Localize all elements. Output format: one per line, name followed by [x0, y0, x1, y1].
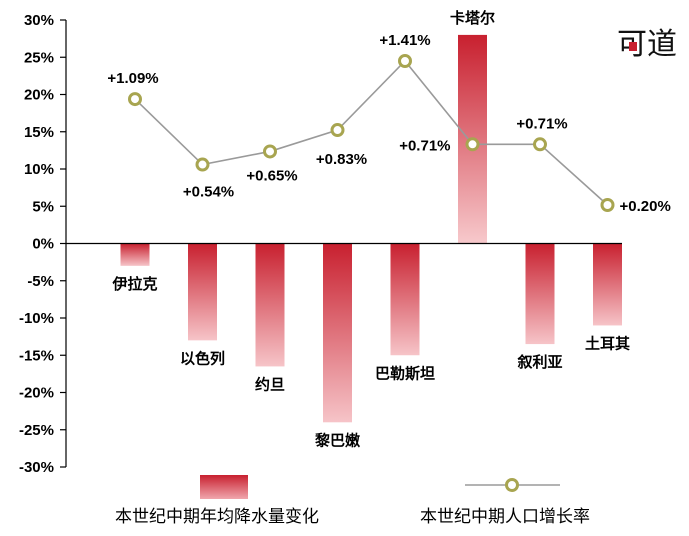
category-label: 以色列 — [180, 349, 225, 367]
y-tick-label: 10% — [24, 161, 54, 178]
bar — [525, 243, 555, 345]
y-tick-label: 15% — [24, 124, 54, 141]
line-series-group — [128, 54, 615, 212]
bar — [593, 243, 622, 326]
y-tick-label: 25% — [24, 49, 54, 66]
y-tick-label: -5% — [27, 273, 54, 290]
line-data-label: +0.54% — [183, 184, 234, 201]
y-axis: 30% 25% 20% 15% 10% 5% 0% -5% -10% -15% -20% -25% -3… — [19, 12, 67, 476]
bar — [323, 243, 352, 423]
y-tick-label: 20% — [24, 87, 54, 104]
logo: 可道 — [617, 27, 677, 62]
legend-bar-label: 本世纪中期年均降水量变化 — [115, 507, 319, 527]
line-data-label: +0.71% — [516, 115, 567, 132]
category-label: 土耳其 — [585, 334, 630, 352]
line-data-label: +0.71% — [399, 137, 450, 154]
y-tick-label: -25% — [19, 422, 54, 439]
category-label: 伊拉克 — [111, 275, 157, 293]
line-marker — [330, 123, 345, 138]
line-marker — [465, 137, 480, 152]
line-marker — [195, 157, 210, 172]
legend-line-label: 本世纪中期人口增长率 — [420, 507, 590, 527]
line-marker — [128, 92, 142, 107]
line-marker — [398, 54, 412, 68]
logo-seal — [629, 42, 637, 51]
bar — [188, 243, 217, 341]
category-label: 黎巴嫩 — [315, 431, 361, 449]
bar — [255, 243, 285, 367]
y-tick-label: 5% — [32, 198, 54, 215]
line-marker — [263, 144, 277, 159]
category-label: 叙利亚 — [516, 353, 562, 371]
y-tick-label: -10% — [19, 310, 54, 327]
y-tick-label: -30% — [19, 459, 54, 476]
bar — [390, 243, 420, 356]
y-tick-label: -20% — [19, 385, 54, 402]
y-tick-label: -15% — [19, 347, 54, 364]
category-label: 巴勒斯坦 — [375, 364, 435, 382]
line-data-label: +0.83% — [316, 151, 367, 168]
bar — [120, 243, 150, 266]
legend-bar-swatch — [200, 475, 248, 499]
y-tick-label: 30% — [24, 12, 54, 29]
line-marker — [533, 137, 547, 152]
y-tick-label: 0% — [32, 236, 54, 253]
line-data-label: +1.41% — [379, 32, 430, 49]
category-label: 卡塔尔 — [450, 9, 495, 27]
line-data-label: +0.65% — [246, 167, 297, 184]
line-data-label: +0.20% — [620, 198, 671, 215]
line-data-labels: +1.09% +0.54% +0.65% +0.83% +1.41% +0.71% +0.7… — [107, 32, 670, 215]
line-marker — [600, 198, 615, 212]
legend: 本世纪中期年均降水量变化 本世纪中期人口增长率 — [115, 475, 590, 527]
category-label: 约旦 — [255, 375, 285, 393]
legend-line-marker — [505, 478, 519, 492]
logo-text: 可道 — [617, 27, 677, 62]
line-data-label: +1.09% — [107, 70, 158, 87]
population-line — [134, 59, 609, 206]
bars-group — [120, 34, 622, 423]
